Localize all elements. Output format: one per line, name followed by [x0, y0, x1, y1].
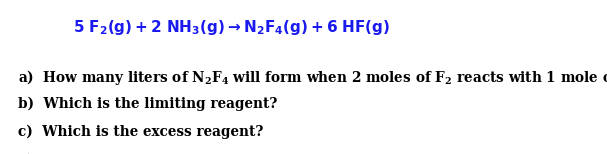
Text: $\mathbf{5\ F_2(g) + 2\ NH_3(g) \rightarrow N_2F_4(g) + 6\ HF(g)}$: $\mathbf{5\ F_2(g) + 2\ NH_3(g) \rightar…	[73, 18, 390, 37]
Text: a)  How many liters of $\mathregular{N_2F_4}$ will form when 2 moles of $\mathre: a) How many liters of $\mathregular{N_2F…	[18, 68, 607, 87]
Text: c)  Which is the excess reagent?: c) Which is the excess reagent?	[18, 125, 263, 139]
Text: b)  Which is the limiting reagent?: b) Which is the limiting reagent?	[18, 96, 277, 111]
Text: d)  How many moles of the excess reagent will remain after the reaction is finis: d) How many moles of the excess reagent …	[18, 153, 607, 154]
